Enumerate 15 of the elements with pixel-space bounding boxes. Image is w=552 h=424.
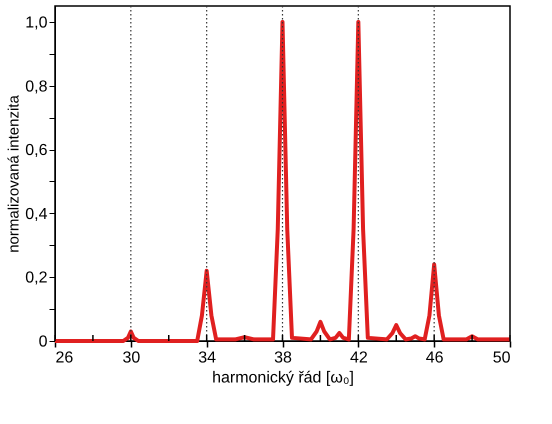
y-tick-label: 0,8 [25, 78, 48, 96]
x-tick-label: 46 [426, 350, 444, 366]
x-tick-label: 34 [198, 350, 216, 366]
y-tick-label: 0,2 [25, 270, 48, 287]
x-tick-label: 50 [492, 350, 511, 366]
y-tick-label: 0,4 [25, 206, 48, 223]
y-tick-label: 1,0 [25, 14, 48, 32]
x-tick-label: 30 [122, 350, 140, 366]
y-axis-title: normalizovaná intenzita [5, 94, 22, 253]
x-tick-label: 42 [350, 350, 368, 366]
x-tick-label: 26 [56, 350, 74, 366]
y-tick-label: 0 [38, 334, 48, 350]
x-tick-label: 38 [274, 350, 292, 366]
y-tick-label: 0,6 [25, 142, 48, 160]
x-axis-title: harmonický řád [ω₀] [212, 370, 354, 386]
